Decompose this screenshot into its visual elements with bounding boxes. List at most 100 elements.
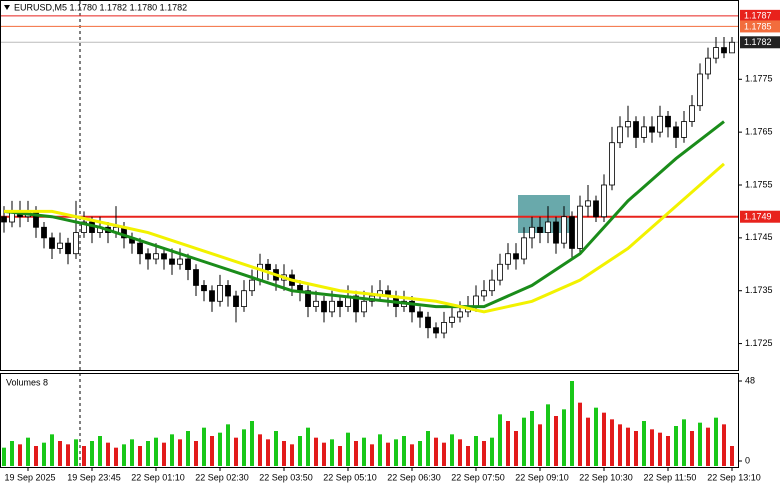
volume-bar [522, 417, 526, 466]
candle-body [705, 57, 711, 75]
moving-average [3, 120, 725, 309]
volume-bar [10, 441, 14, 466]
volume-bar [674, 426, 678, 466]
candle-body [497, 263, 503, 281]
volume-bar [138, 446, 142, 466]
candle-body [473, 295, 479, 307]
level-label: 1.1749 [744, 212, 772, 222]
volume-bar [714, 417, 718, 466]
level-label: 1.1782 [744, 37, 772, 47]
volume-bar [82, 446, 86, 466]
x-tick-label: 22 Sep 13:10 [707, 472, 761, 482]
candle-body [601, 184, 607, 218]
volume-bar [42, 442, 46, 466]
candle-body [409, 300, 415, 313]
candle-body [633, 121, 639, 138]
volume-title: Volumes 8 [6, 377, 48, 387]
candle-body [225, 285, 231, 297]
volume-bar [706, 427, 710, 466]
volume-bar [530, 411, 534, 466]
candle-body [609, 142, 615, 186]
candle-body [209, 290, 215, 302]
volume-bar [538, 424, 542, 466]
volume-bar [338, 446, 342, 466]
volume-bar [186, 431, 190, 466]
candle-body [1, 216, 7, 223]
volume-bar [442, 442, 446, 466]
y-tick-label: 1.1725 [745, 338, 773, 348]
candle-body [657, 115, 663, 133]
volume-bar [218, 432, 222, 466]
volume-bar [154, 437, 158, 466]
volume-bar [458, 439, 462, 466]
volume-bar [74, 439, 78, 466]
candle-body [321, 300, 327, 313]
volume-pane [0, 373, 739, 468]
candle-body [361, 300, 367, 313]
volume-bar [122, 444, 126, 466]
candle-body [73, 232, 79, 255]
candle-body [249, 279, 255, 292]
volume-bar [178, 439, 182, 466]
volume-bar [66, 444, 70, 466]
volume-bar [722, 424, 726, 466]
candle-body [417, 311, 423, 318]
candle-body [265, 263, 271, 270]
volume-bar [626, 427, 630, 466]
x-tick-label: 22 Sep 01:10 [131, 472, 185, 482]
volume-bar [274, 431, 278, 466]
candle-body [441, 322, 447, 334]
volume-bar [210, 436, 214, 466]
volume-bar [2, 447, 6, 466]
menu-arrow [4, 5, 10, 10]
candle-body [649, 126, 655, 133]
volume-bar [354, 441, 358, 466]
volume-tick-label: 0 [745, 455, 750, 465]
y-tick-label: 1.1735 [745, 285, 773, 295]
volume-bar [170, 434, 174, 466]
level-label: 1.1785 [744, 21, 772, 31]
volume-bar [482, 441, 486, 466]
candle-body [689, 105, 695, 122]
chart-title: EURUSD,M5 1.1780 1.1782 1.1780 1.1782 [14, 2, 187, 12]
candle-body [425, 316, 431, 329]
x-tick-label: 19 Sep 2025 [4, 472, 55, 482]
volume-bar [90, 441, 94, 466]
candle-body [665, 115, 671, 128]
volume-bar [634, 431, 638, 466]
candle-body [337, 300, 343, 307]
volume-bar [306, 427, 310, 466]
candle-body [305, 290, 311, 307]
candle-body [489, 279, 495, 292]
volume-bar [490, 437, 494, 466]
volume-bar [258, 434, 262, 466]
level-label-box [740, 210, 780, 223]
volume-bar [410, 444, 414, 466]
candle-body [537, 226, 543, 233]
candle-body [257, 263, 263, 281]
volume-bar [194, 441, 198, 466]
y-tick-label: 1.1775 [745, 74, 773, 84]
volume-bar [682, 419, 686, 466]
candle-body [353, 295, 359, 313]
y-tick-label: 1.1765 [745, 127, 773, 137]
candle-body [161, 253, 167, 260]
x-tick-label: 22 Sep 03:50 [259, 472, 313, 482]
volume-bar [162, 442, 166, 466]
candle-body [681, 121, 687, 138]
volume-bar [146, 441, 150, 466]
candle-body [449, 316, 455, 323]
candle-body [641, 126, 647, 138]
x-tick-label: 22 Sep 09:10 [515, 472, 569, 482]
candle-body [713, 47, 719, 59]
candle-body [65, 242, 71, 255]
volume-bar [498, 414, 502, 466]
volume-bar [514, 431, 518, 466]
candle-body [481, 290, 487, 297]
candle-body [329, 300, 335, 313]
volume-bar [394, 439, 398, 466]
candle-body [577, 205, 583, 249]
volume-bar [618, 424, 622, 466]
volume-bar [362, 437, 366, 466]
